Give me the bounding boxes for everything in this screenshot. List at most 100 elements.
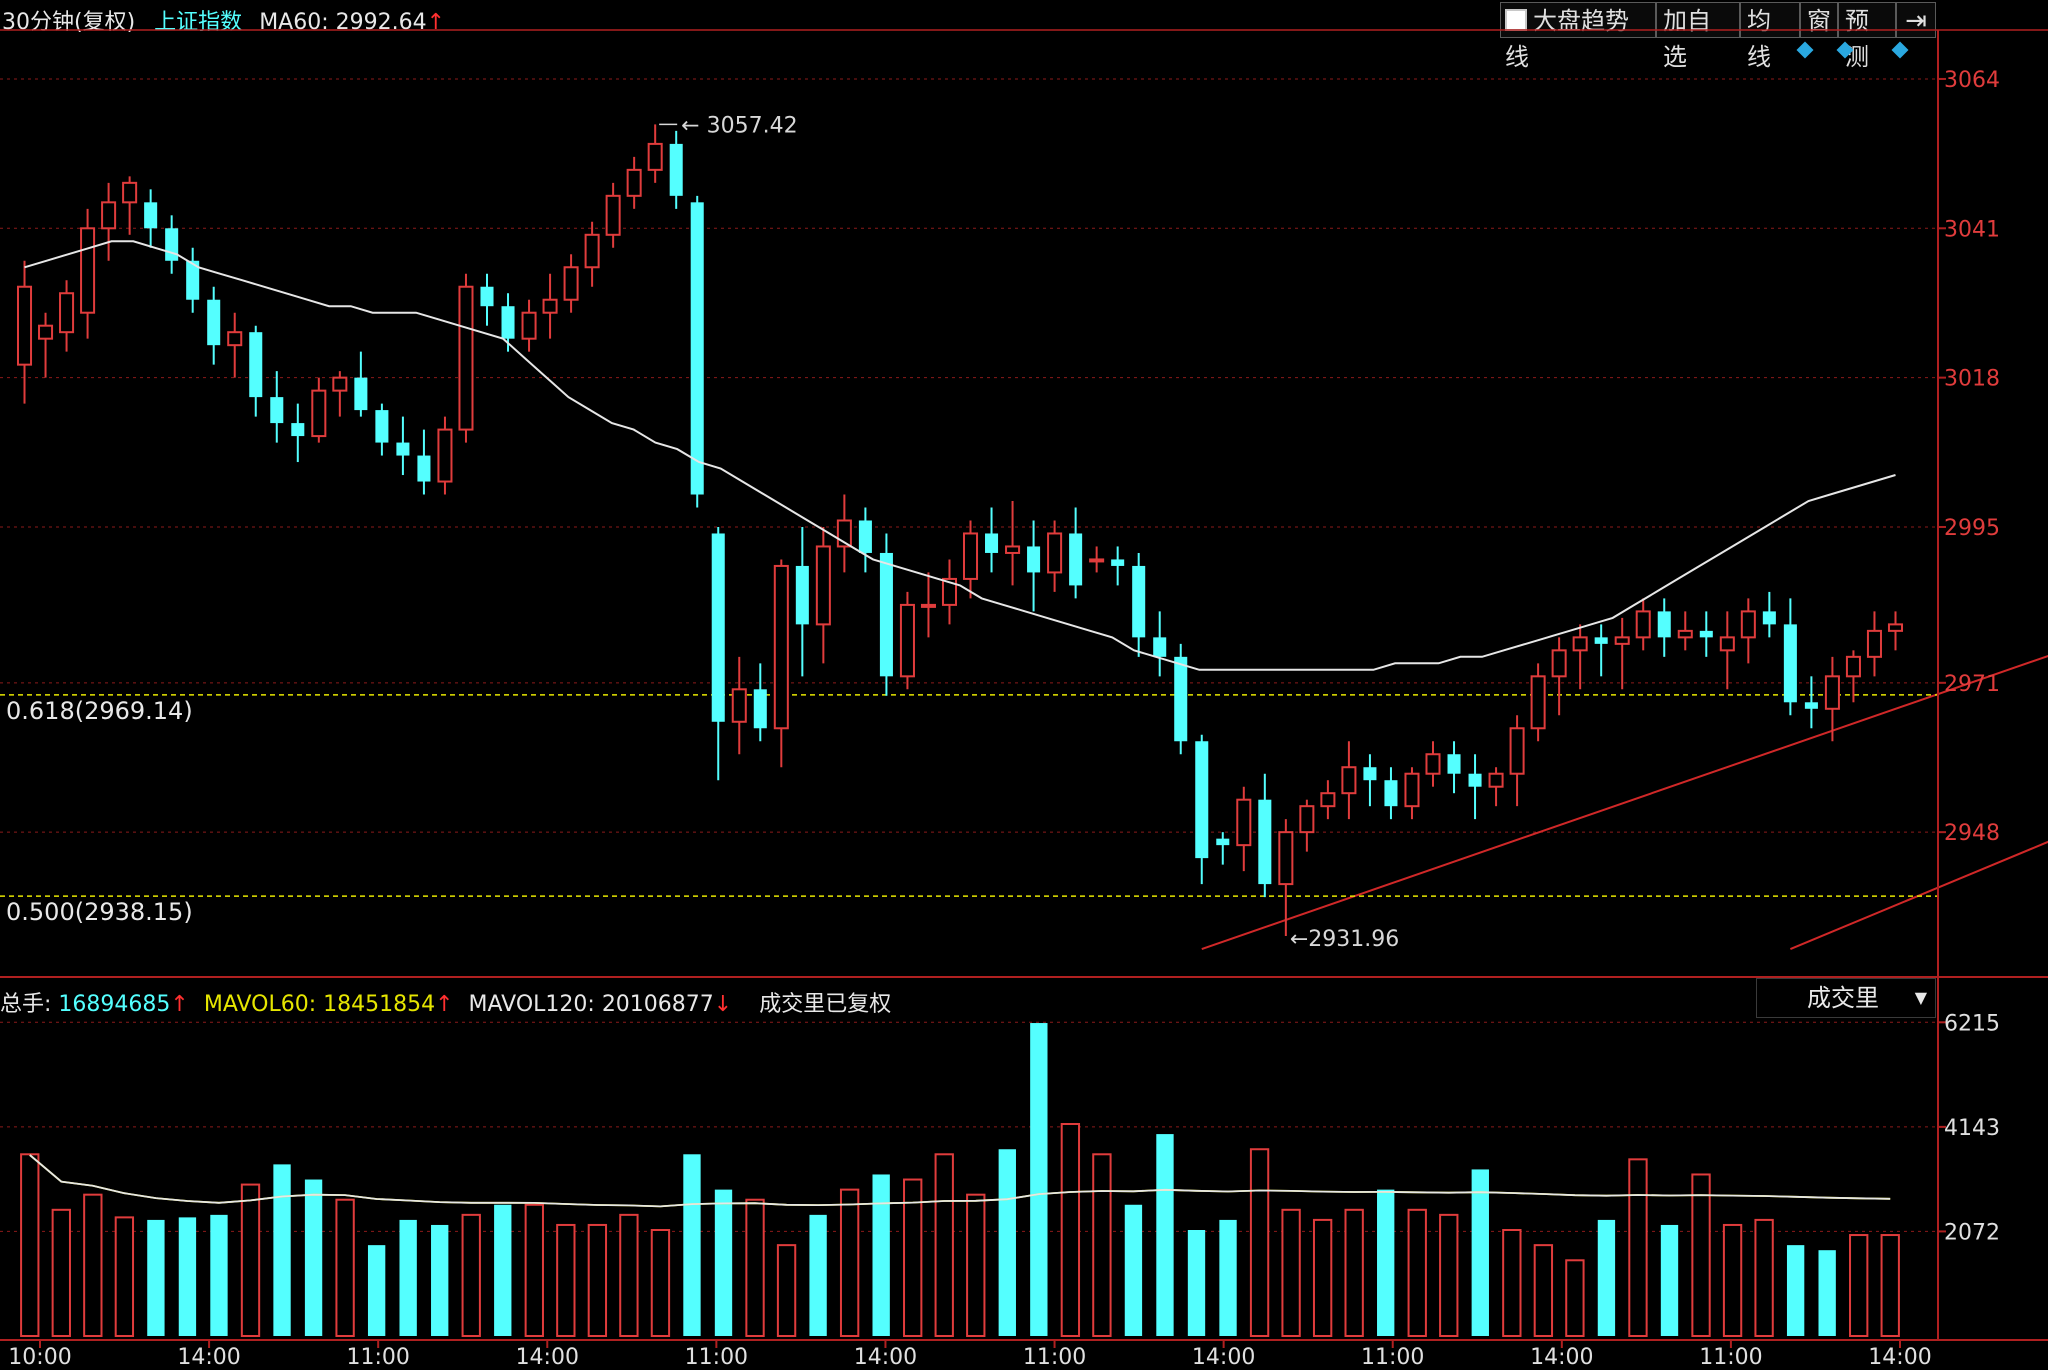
candle bbox=[1047, 520, 1063, 592]
volume-bar bbox=[587, 1223, 608, 1338]
candle bbox=[773, 559, 789, 768]
candle bbox=[836, 494, 852, 573]
period-label[interactable]: 30分钟(复权) bbox=[2, 10, 136, 35]
candle-body bbox=[1005, 545, 1021, 554]
volume-header: 总手: 16894685↑ MAVOL60: 18451854↑ MAVOL12… bbox=[0, 986, 891, 1018]
candle-body bbox=[563, 266, 579, 301]
candle bbox=[647, 124, 663, 183]
candle-body bbox=[354, 377, 368, 411]
candle bbox=[186, 247, 200, 313]
indicator-selector-value: 成交里 bbox=[1807, 984, 1879, 1012]
candle bbox=[858, 507, 872, 573]
candle bbox=[1404, 767, 1420, 820]
candle-body bbox=[920, 603, 936, 608]
candle-body bbox=[1699, 630, 1713, 638]
candle-body bbox=[1132, 565, 1146, 638]
candle-body bbox=[731, 688, 747, 723]
chart-header: 30分钟(复权) 上证指数 MA60: 2992.64↑ bbox=[2, 4, 445, 36]
high-label: ← 3057.42 bbox=[681, 113, 797, 138]
volume-bar bbox=[1439, 1213, 1459, 1338]
candle bbox=[1236, 786, 1252, 872]
candle-body bbox=[1153, 637, 1167, 657]
low-label: ←2931.96 bbox=[1290, 927, 1399, 952]
candle-body bbox=[1488, 772, 1504, 788]
candle-body bbox=[647, 142, 663, 171]
volume-bar bbox=[619, 1213, 639, 1338]
candle-body bbox=[605, 194, 621, 236]
candle-body bbox=[1447, 754, 1461, 774]
candle bbox=[1320, 780, 1336, 820]
candle bbox=[311, 377, 327, 443]
volume-bar bbox=[1344, 1208, 1364, 1338]
volume-bar bbox=[839, 1188, 860, 1337]
volume-bar bbox=[1092, 1153, 1112, 1338]
candle bbox=[1783, 598, 1797, 716]
candle bbox=[1845, 650, 1861, 703]
candle-body bbox=[16, 285, 33, 366]
candle-body bbox=[227, 331, 243, 347]
candle-body bbox=[1320, 792, 1336, 808]
time-tick-label: 14:00 bbox=[1530, 1345, 1593, 1370]
candle bbox=[1866, 611, 1882, 677]
ma60-value: 2992.64 bbox=[335, 10, 427, 35]
candle-body bbox=[1530, 675, 1546, 730]
exit-button[interactable]: ⇥ bbox=[1896, 2, 1936, 38]
volume-bar bbox=[20, 1153, 40, 1338]
indicator-selector[interactable]: 成交里 ▼ bbox=[1756, 978, 1936, 1018]
candle-body bbox=[1509, 727, 1525, 775]
candle-body bbox=[521, 311, 537, 340]
signal-diamond-icon bbox=[1796, 41, 1814, 59]
candle-body bbox=[941, 577, 958, 606]
chevron-down-icon[interactable]: ▼ bbox=[1914, 988, 1927, 1007]
candle bbox=[1195, 734, 1209, 885]
volume-bar bbox=[1818, 1250, 1836, 1336]
price-tick-label: 2995 bbox=[1944, 516, 2000, 541]
candle-body bbox=[1804, 702, 1818, 709]
add-watch-button[interactable]: 加自选 bbox=[1656, 2, 1740, 71]
candle bbox=[1804, 676, 1818, 729]
volume-bar bbox=[1533, 1244, 1554, 1337]
candle-body bbox=[291, 423, 305, 437]
candle-body bbox=[669, 143, 683, 196]
candle bbox=[1551, 637, 1567, 716]
candle bbox=[396, 416, 410, 476]
candle bbox=[1594, 624, 1608, 677]
candle bbox=[1005, 501, 1021, 586]
candle-body bbox=[311, 389, 327, 438]
candle-body bbox=[1657, 611, 1671, 638]
candle-body bbox=[1677, 629, 1693, 639]
time-tick-label: 11:00 bbox=[685, 1345, 748, 1370]
candle-body bbox=[417, 455, 431, 482]
candle bbox=[1447, 741, 1461, 794]
total-label: 总手: bbox=[0, 992, 52, 1017]
volume-bar bbox=[1060, 1123, 1081, 1337]
candle-body bbox=[1278, 831, 1294, 886]
candle bbox=[122, 176, 138, 235]
candle bbox=[101, 182, 117, 261]
candle-body bbox=[59, 292, 75, 334]
volume-bar bbox=[1597, 1219, 1616, 1336]
price-tick-label: 3064 bbox=[1944, 68, 2000, 93]
candle bbox=[1174, 643, 1188, 755]
volume-bar bbox=[1281, 1208, 1301, 1338]
time-tick-label: 11:00 bbox=[1023, 1345, 1086, 1370]
candle-body bbox=[101, 201, 117, 230]
volume-bar bbox=[114, 1216, 135, 1338]
ma-lines-button[interactable]: 均线 bbox=[1740, 2, 1800, 71]
candle bbox=[165, 215, 179, 274]
candle bbox=[1887, 611, 1904, 651]
candle bbox=[1719, 611, 1735, 690]
volume-bar bbox=[650, 1229, 671, 1337]
candle bbox=[354, 351, 368, 417]
candle-body bbox=[858, 520, 872, 553]
candle bbox=[711, 526, 725, 781]
candle bbox=[563, 254, 579, 313]
ma60-label: MA60: bbox=[259, 10, 329, 35]
candle-body bbox=[332, 376, 348, 392]
volume-bar bbox=[1754, 1218, 1774, 1338]
adjusted-note: 成交里已复权 bbox=[759, 992, 892, 1017]
symbol-label[interactable]: 上证指数 bbox=[154, 10, 243, 35]
volume-bar bbox=[745, 1198, 765, 1337]
